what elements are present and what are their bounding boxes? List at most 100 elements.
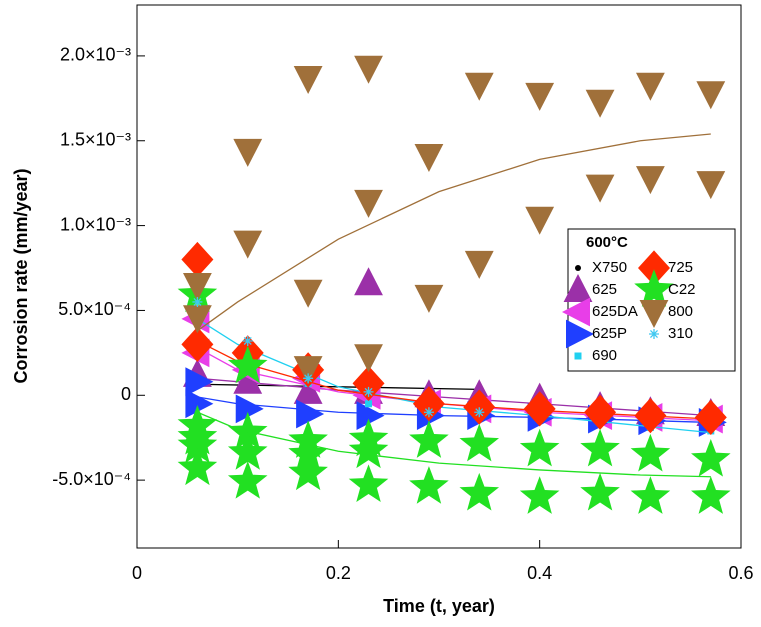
legend-marker (634, 269, 674, 307)
legend-label: 310 (668, 325, 693, 342)
legend-label: 625DA (592, 303, 638, 320)
data-point (409, 420, 449, 458)
data-point (519, 428, 560, 467)
data-point (293, 356, 323, 385)
data-point (459, 423, 500, 462)
data-point (414, 144, 444, 173)
data-point (459, 472, 500, 511)
data-point (412, 386, 445, 422)
legend-marker (574, 352, 582, 360)
data-point (288, 452, 328, 491)
data-point (585, 174, 615, 203)
y-tick-label: 0 (121, 384, 131, 404)
data-point (183, 272, 212, 301)
legend-label: 625P (592, 325, 627, 342)
legend-marker (566, 319, 594, 349)
legend-marker (562, 297, 590, 327)
data-point (296, 399, 325, 429)
x-tick-label: 0.4 (527, 563, 552, 583)
data-point (177, 447, 218, 486)
y-tick-label: 1.5×10⁻³ (60, 130, 131, 150)
data-point (227, 345, 268, 384)
data-point (580, 472, 620, 511)
data-point (227, 432, 268, 470)
data-point (630, 433, 671, 472)
y-axis-label: Corrosion rate (mm/year) (11, 168, 31, 383)
data-point (365, 400, 373, 408)
data-point (696, 171, 726, 200)
data-point (691, 476, 731, 514)
data-point (303, 373, 314, 384)
data-point (691, 438, 731, 477)
data-point (348, 464, 389, 503)
data-point (464, 250, 494, 279)
data-point (233, 230, 263, 259)
data-point (227, 461, 268, 499)
data-point (409, 466, 449, 504)
data-point (233, 365, 263, 394)
legend-label: X750 (592, 259, 627, 276)
data-point (235, 394, 264, 424)
data-point (354, 189, 383, 218)
data-point (293, 279, 323, 308)
fit-line (197, 377, 711, 417)
data-point (227, 411, 268, 450)
data-point (636, 72, 665, 101)
fit-line (197, 340, 711, 420)
legend-label: 800 (668, 303, 693, 320)
data-point (423, 407, 434, 418)
legend-marker (639, 300, 669, 328)
y-tick-label: 1.0×10⁻³ (60, 214, 131, 234)
data-point (696, 81, 726, 110)
data-point (348, 430, 389, 469)
data-point (474, 407, 485, 418)
data-point (354, 344, 383, 373)
data-point (352, 365, 385, 402)
x-tick-label: 0.2 (326, 563, 351, 583)
y-tick-label: 5.0×10⁻⁴ (58, 299, 131, 319)
data-point (523, 391, 556, 427)
data-point (519, 476, 560, 514)
y-tick-label: -5.0×10⁻⁴ (52, 469, 131, 489)
data-point (584, 394, 617, 430)
legend-box (567, 228, 736, 372)
plot-frame (136, 4, 742, 549)
data-point (580, 428, 620, 467)
data-point (525, 206, 555, 235)
fit-line (197, 133, 711, 332)
data-point (185, 367, 214, 397)
data-point (630, 476, 671, 514)
legend-label: 690 (592, 347, 617, 364)
fit-line (197, 411, 711, 478)
x-tick-label: 0 (132, 563, 142, 583)
legend-title: 600°C (586, 234, 628, 251)
data-point (233, 138, 263, 167)
legend-marker (575, 265, 581, 271)
legend-marker (563, 274, 593, 302)
data-point (181, 326, 214, 362)
data-point (192, 296, 203, 307)
data-point (293, 375, 323, 404)
data-point (185, 389, 214, 419)
data-point (464, 72, 494, 101)
data-point (694, 399, 727, 435)
data-point (363, 386, 374, 397)
data-point (356, 401, 385, 431)
data-point (525, 82, 555, 111)
data-point (354, 55, 383, 84)
legend-label: C22 (668, 281, 696, 298)
data-point (634, 398, 667, 434)
data-point (636, 166, 665, 195)
legend-label: 725 (668, 259, 693, 276)
data-point (414, 284, 444, 313)
legend-label: 625 (592, 281, 617, 298)
legend-marker (638, 250, 670, 286)
data-point (354, 267, 383, 296)
data-point (177, 425, 218, 464)
data-point (293, 65, 323, 94)
fit-line (197, 347, 711, 422)
data-point (463, 389, 496, 425)
y-tick-label: 2.0×10⁻³ (60, 45, 131, 65)
data-point (181, 241, 214, 278)
